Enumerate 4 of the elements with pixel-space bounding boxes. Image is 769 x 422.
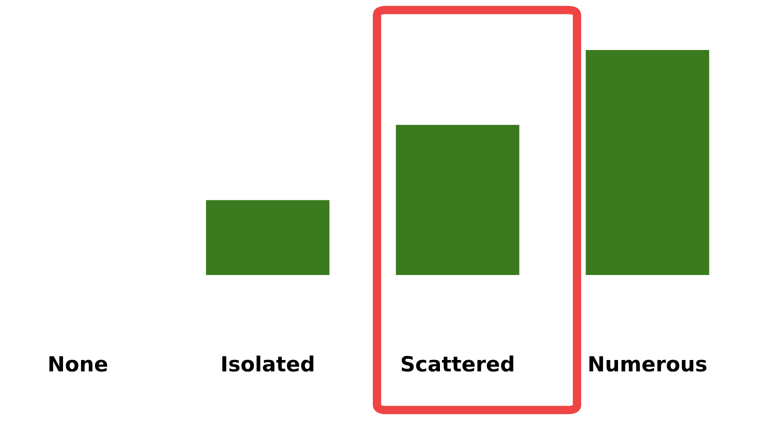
x-tick-label: Numerous	[589, 356, 706, 372]
x-tick-label: Isolated	[222, 356, 314, 372]
x-tick-label: None	[49, 356, 108, 372]
x-tick-label: Scattered	[402, 356, 514, 372]
